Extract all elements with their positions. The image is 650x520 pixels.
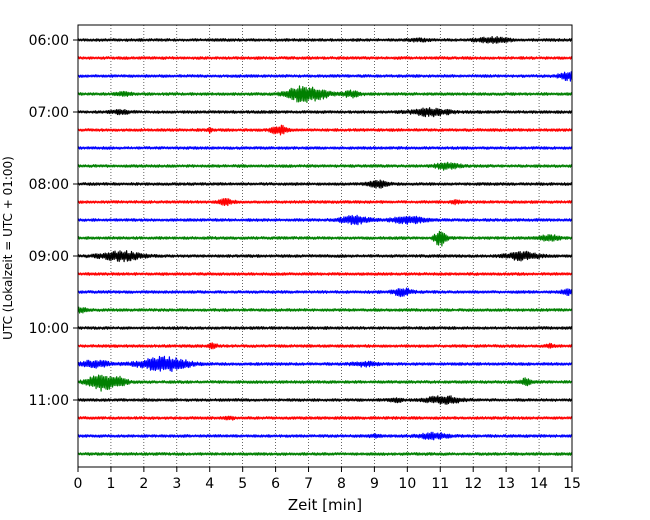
x-tick-label-4: 4 (205, 476, 214, 492)
trace-row-1045 (77, 374, 573, 392)
trace-row-1015 (77, 342, 573, 350)
trace-row-0915 (77, 272, 573, 276)
trace-row-1030 (77, 355, 573, 372)
trace-row-0845 (77, 230, 573, 247)
trace-row-1145 (77, 452, 573, 456)
trace-row-0900 (77, 250, 573, 263)
y-tick-label-1000: 10:00 (29, 321, 69, 337)
trace-row-1115 (77, 415, 573, 421)
x-tick-label-1: 1 (106, 476, 115, 492)
x-tick-label-10: 10 (398, 476, 416, 492)
y-tick-label-0600: 06:00 (29, 33, 69, 49)
x-tick-label-11: 11 (431, 476, 449, 492)
x-axis-label: Zeit [min] (288, 496, 362, 514)
x-axis-ticks: 0 1 2 3 4 5 6 7 8 9 10 11 12 13 14 15 (74, 467, 581, 492)
trace-row-0930 (77, 287, 573, 298)
x-tick-label-9: 9 (370, 476, 379, 492)
trace-row-0700 (77, 107, 573, 118)
x-tick-label-0: 0 (74, 476, 83, 492)
x-tick-label-8: 8 (337, 476, 346, 492)
y-axis-ticks: 06:00 07:00 08:00 09:00 10:00 11:00 (29, 33, 78, 409)
x-tick-label-7: 7 (304, 476, 313, 492)
trace-row-0745 (77, 161, 573, 171)
trace-row-1000 (77, 326, 573, 330)
x-tick-label-15: 15 (563, 476, 581, 492)
y-tick-label-0900: 09:00 (29, 249, 69, 265)
trace-row-0645 (77, 85, 573, 103)
trace-row-0830 (77, 214, 573, 226)
trace-row-0630 (77, 71, 573, 82)
x-tick-label-12: 12 (464, 476, 482, 492)
x-tick-label-3: 3 (172, 476, 181, 492)
y-tick-label-0700: 07:00 (29, 105, 69, 121)
trace-row-0615 (77, 56, 573, 60)
x-tick-label-2: 2 (139, 476, 148, 492)
y-axis-label: UTC (Lokalzeit = UTC + 01:00) (1, 156, 15, 340)
trace-row-0600 (77, 36, 573, 44)
x-tick-label-14: 14 (530, 476, 548, 492)
y-tick-label-0800: 08:00 (29, 177, 69, 193)
trace-row-0730 (77, 146, 573, 150)
trace-row-0715 (77, 124, 573, 136)
trace-row-0800 (77, 179, 573, 189)
trace-rows (77, 36, 573, 456)
trace-row-0945 (77, 306, 573, 314)
trace-row-1130 (77, 431, 573, 441)
x-tick-label-6: 6 (271, 476, 280, 492)
x-tick-label-13: 13 (497, 476, 515, 492)
trace-row-1100 (77, 395, 573, 405)
y-tick-label-1100: 11:00 (29, 393, 69, 409)
x-tick-label-5: 5 (238, 476, 247, 492)
plot-frame (77, 24, 573, 468)
trace-row-0815 (77, 198, 573, 207)
